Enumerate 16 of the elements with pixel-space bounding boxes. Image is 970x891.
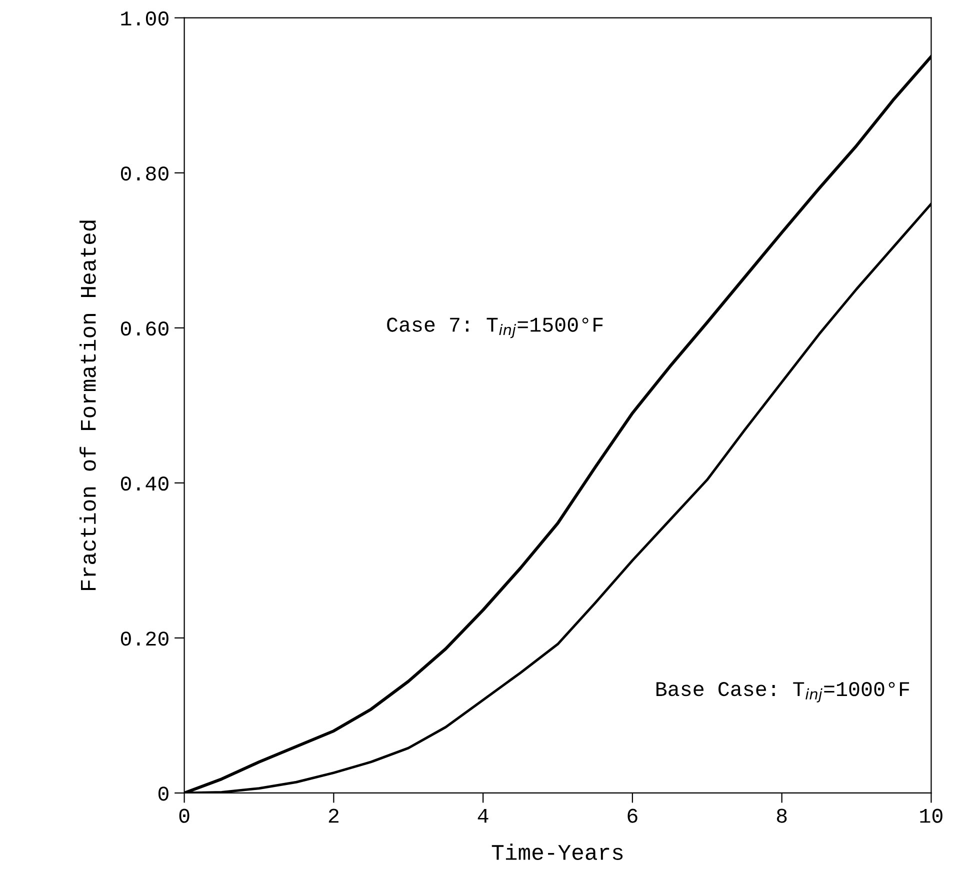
- y-tick-label: 0.40: [120, 476, 168, 491]
- y-tick-label: 0.20: [120, 632, 168, 646]
- x-tick-label: 0: [179, 808, 190, 823]
- x-tick-label: 10: [920, 808, 942, 823]
- y-tick-label: 0.60: [120, 322, 168, 336]
- y-tick-label: 0: [158, 786, 168, 801]
- y-tick-label: 0.80: [120, 166, 168, 181]
- y-tick-label: 1.00: [121, 11, 168, 26]
- x-tick-label: 4: [478, 808, 488, 823]
- x-axis-title: Time-Years: [492, 844, 623, 860]
- x-tick-label: 6: [628, 808, 638, 823]
- x-tick-label: 8: [776, 808, 787, 823]
- annotation: Case 7: T$_{inj}$=1500°F: [387, 318, 603, 338]
- x-tick-label: 2: [328, 808, 338, 823]
- y-axis-title: Fraction of Formation Heated: [80, 220, 96, 590]
- annotation: Base Case: T$_{inj}$=1000°F: [656, 682, 910, 702]
